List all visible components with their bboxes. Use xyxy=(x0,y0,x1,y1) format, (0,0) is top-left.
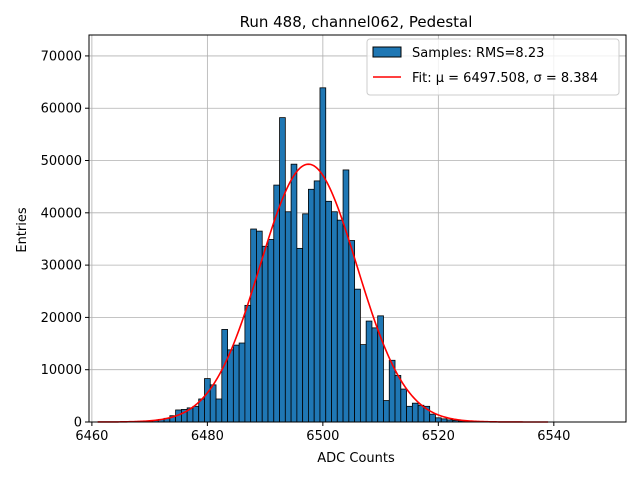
y-tick-label: 50000 xyxy=(41,154,82,169)
histogram-bar xyxy=(232,344,240,423)
histogram-bar xyxy=(296,247,304,423)
histogram-bar xyxy=(267,239,275,423)
histogram-bar xyxy=(284,211,292,423)
histogram-bar xyxy=(313,180,321,423)
x-tick-label: 6480 xyxy=(191,429,224,444)
y-axis-ticks: 0 10000 20000 30000 40000 50000 60000 70000 xyxy=(41,49,89,431)
histogram-bar xyxy=(204,378,211,423)
histogram-bar xyxy=(250,228,257,423)
legend-label-fit: Fit: μ = 6497.508, σ = 8.384 xyxy=(412,71,598,86)
legend-box xyxy=(366,38,620,96)
x-axis-ticks: 6460 6480 6500 6520 6540 xyxy=(75,422,570,444)
legend-label-samples: Samples: RMS=8.23 xyxy=(412,46,544,61)
histogram-bar xyxy=(336,219,344,423)
x-tick-label: 6500 xyxy=(306,429,339,444)
histogram-bar xyxy=(400,388,407,423)
x-tick-label: 6460 xyxy=(75,429,108,444)
legend-bar-swatch xyxy=(372,46,402,58)
histogram-bar xyxy=(261,245,269,423)
x-tick-label: 6540 xyxy=(537,429,570,444)
x-tick-label: 6520 xyxy=(422,429,455,444)
histogram-bar xyxy=(406,405,413,423)
histogram-bar xyxy=(279,117,286,423)
plot-frame xyxy=(88,34,627,423)
histogram-bar xyxy=(308,188,315,423)
histogram-bar xyxy=(359,344,367,423)
histogram-bar xyxy=(342,169,350,423)
histogram-bar xyxy=(383,400,390,423)
histogram-bar xyxy=(302,213,309,423)
histogram-bar xyxy=(319,87,327,423)
y-tick-label: 20000 xyxy=(41,311,82,326)
histogram-bar xyxy=(394,375,402,423)
histogram-bar xyxy=(227,349,234,423)
legend: Samples: RMS=8.23 Fit: μ = 6497.508, σ =… xyxy=(366,38,620,96)
histogram-bar xyxy=(371,327,379,423)
histogram-bar xyxy=(435,417,442,423)
histogram-bar xyxy=(192,405,200,423)
histogram-bar xyxy=(290,163,298,423)
histogram-bar xyxy=(325,200,332,423)
histogram-bar xyxy=(244,304,252,423)
y-axis-title: Entries xyxy=(15,207,30,253)
fit-curve-layer xyxy=(97,163,549,423)
x-axis-title: ADC Counts xyxy=(317,451,395,466)
histogram-bar xyxy=(348,240,356,423)
fit-curve xyxy=(97,163,549,423)
y-tick-label: 0 xyxy=(74,416,82,431)
histogram-bars xyxy=(140,87,477,423)
histogram-bar xyxy=(331,211,338,423)
histogram-bar xyxy=(209,384,217,423)
y-tick-label: 70000 xyxy=(41,49,82,64)
y-tick-label: 30000 xyxy=(41,259,82,274)
histogram-bar xyxy=(354,288,361,423)
histogram-bar xyxy=(417,404,425,423)
histogram-bar xyxy=(365,320,373,423)
y-tick-label: 60000 xyxy=(41,102,82,117)
y-tick-label: 40000 xyxy=(41,206,82,221)
chart-title: Run 488, channel062, Pedestal xyxy=(240,13,473,31)
y-tick-label: 10000 xyxy=(41,363,82,378)
histogram-bar xyxy=(411,402,419,423)
histogram-bar xyxy=(221,329,228,423)
histogram-bar xyxy=(215,398,223,423)
histogram-bar xyxy=(429,413,436,423)
histogram-bar xyxy=(238,342,246,423)
